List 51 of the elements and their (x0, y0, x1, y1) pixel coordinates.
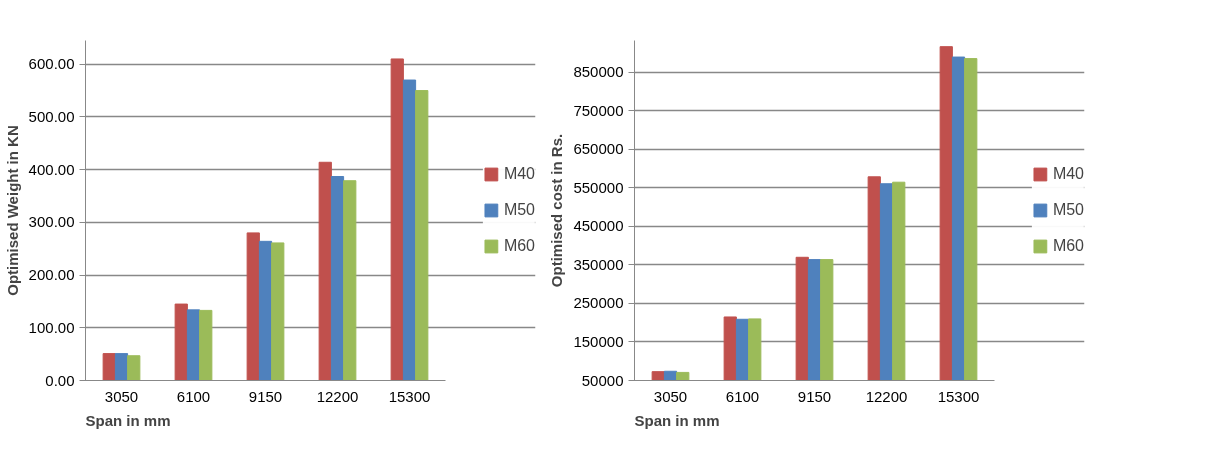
y-tick-label: 200.00 (28, 266, 75, 284)
bar (174, 303, 188, 381)
y-tick-label: 850000 (573, 63, 624, 81)
x-tick-label: 6100 (176, 387, 211, 405)
bar (258, 240, 273, 381)
y-tick-label: 100.00 (28, 318, 75, 336)
x-tick-label: 12200 (865, 387, 908, 405)
bar (199, 309, 213, 381)
legend-label: M60 (503, 237, 535, 255)
y-tick-label: 250000 (573, 294, 624, 312)
x-tick-label: 9150 (248, 387, 283, 405)
y-axis-title: Optimised Weight in KN (3, 125, 21, 296)
bar (343, 180, 357, 381)
bar (390, 58, 404, 381)
y-tick-label: 750000 (573, 101, 624, 119)
bar (318, 161, 332, 381)
bar (330, 176, 345, 381)
y-axis-title: Optimised cost in Rs. (548, 133, 566, 288)
bar (415, 90, 429, 381)
y-tick-label: 600.00 (28, 55, 75, 73)
x-tick-label: 12200 (316, 387, 359, 405)
bar (402, 79, 417, 381)
y-tick-label: 500.00 (28, 107, 75, 125)
bar (246, 232, 260, 381)
y-tick-label: 150000 (573, 332, 624, 350)
legend-label: M50 (1052, 201, 1084, 219)
x-tick-label: 15300 (937, 387, 980, 405)
x-tick-label: 15300 (388, 387, 431, 405)
y-tick-label: 0.00 (45, 371, 75, 389)
y-tick-label: 300.00 (28, 213, 75, 231)
y-tick-label: 50000 (581, 371, 624, 389)
bar (186, 309, 201, 381)
x-tick-label: 3050 (104, 387, 139, 405)
bar (127, 355, 141, 381)
bar (271, 242, 285, 381)
x-axis-title: Span in mm (634, 411, 720, 429)
legend-label: M40 (503, 165, 535, 183)
x-tick-label: 9150 (797, 387, 832, 405)
y-tick-label: 400.00 (28, 160, 75, 178)
y-tick-label: 550000 (573, 178, 624, 196)
legend-label: M50 (503, 201, 535, 219)
bar (102, 353, 116, 381)
x-axis-title: Span in mm (85, 411, 171, 429)
x-tick-label: 3050 (653, 387, 688, 405)
y-tick-label: 650000 (573, 140, 624, 158)
legend-label: M40 (1052, 165, 1084, 183)
x-tick-label: 6100 (725, 387, 760, 405)
bar (114, 353, 129, 381)
legend-label: M60 (1052, 237, 1084, 255)
y-tick-label: 450000 (573, 217, 624, 235)
y-tick-label: 350000 (573, 255, 624, 273)
